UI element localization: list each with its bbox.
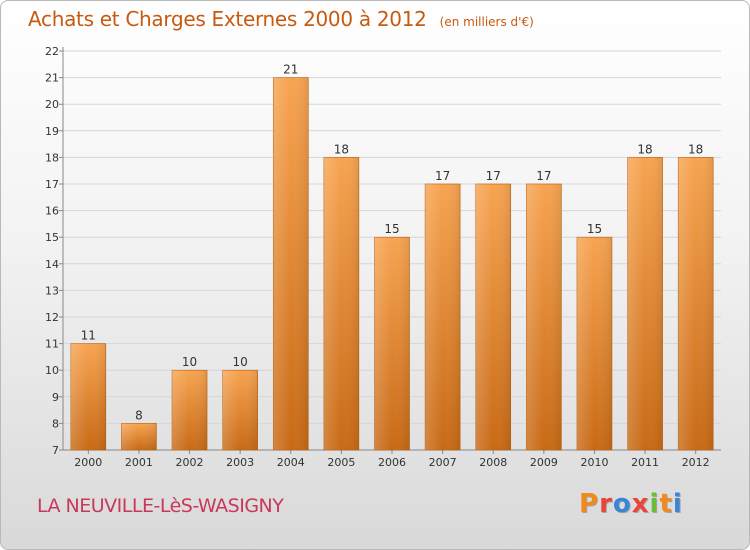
bar-shine-2002 [172,370,208,450]
bar-shine-2003 [222,370,258,450]
x-tick-label-2011: 2011 [631,456,659,469]
x-tick-label-2008: 2008 [479,456,507,469]
y-tick-label: 13 [45,284,59,297]
label-layer: 11 8 10 10 21 18 15 17 17 17 15 18 18 [81,63,704,423]
y-tick-label: 19 [45,125,59,138]
data-label-2006: 15 [384,222,399,236]
bar-shine-2001 [121,423,157,450]
logo-letter: t [659,489,673,519]
chart-subtitle: (en milliers d'€) [439,15,534,29]
logo-letter: i [672,489,683,519]
bar-shine-2009 [526,184,562,450]
bar-shine-2011 [627,157,663,450]
y-tick-label: 9 [52,391,59,404]
logo-letter: i [649,489,660,519]
x-tick-label-2005: 2005 [327,456,355,469]
data-label-2004: 21 [283,63,298,77]
y-tick-label: 10 [45,364,59,377]
bar-shine-2000 [70,343,106,450]
proxiti-logo: Proxiti [579,489,683,519]
y-tick-label: 8 [52,417,59,430]
x-tick-label-2012: 2012 [682,456,710,469]
data-label-2011: 18 [637,142,652,156]
x-tick-label-2002: 2002 [176,456,204,469]
bar-shine-2008 [475,184,511,450]
data-label-2000: 11 [81,329,96,343]
y-tick-label: 11 [45,338,59,351]
x-tick-label-2009: 2009 [530,456,558,469]
y-tick-label: 15 [45,231,59,244]
x-tick-label-2003: 2003 [226,456,254,469]
y-tick-label: 18 [45,151,59,164]
data-label-2003: 10 [233,355,248,369]
data-label-2012: 18 [688,142,703,156]
y-tick-label: 21 [45,72,59,85]
x-tick-label-2007: 2007 [429,456,457,469]
y-tick-label: 20 [45,98,59,111]
logo-letter: P [579,489,600,519]
title-line: Achats et Charges Externes 2000 à 2012 (… [28,7,534,31]
x-tick-label-2010: 2010 [580,456,608,469]
logo-letter: r [599,489,613,519]
y-tick-label: 22 [45,45,59,58]
data-label-2001: 8 [135,408,143,422]
x-tick-label-2006: 2006 [378,456,406,469]
y-tick-label: 16 [45,205,59,218]
logo-letter: o [612,489,632,519]
bar-shine-2007 [425,184,461,450]
y-tick-label: 12 [45,311,59,324]
data-label-2009: 17 [536,169,551,183]
data-label-2008: 17 [486,169,501,183]
y-tick-label: 17 [45,178,59,191]
bar-shine-2010 [576,237,612,450]
chart-title: Achats et Charges Externes 2000 à 2012 [28,7,427,31]
bar-shine-2006 [374,237,410,450]
y-tick-label: 7 [52,444,59,457]
location-name: LA NEUVILLE-LèS-WASIGNY [37,495,284,517]
x-tick-label-2000: 2000 [74,456,102,469]
data-label-2005: 18 [334,142,349,156]
x-tick-label-2004: 2004 [277,456,305,469]
data-label-2002: 10 [182,355,197,369]
bar-shine-2004 [273,77,309,450]
data-label-2007: 17 [435,169,450,183]
y-tick-label: 14 [45,258,59,271]
bar-shine-2005 [323,157,359,450]
x-tick-label-2001: 2001 [125,456,153,469]
logo-letter: x [631,489,650,519]
bar-layer [70,77,714,451]
data-label-2010: 15 [587,222,602,236]
bar-shine-2012 [678,157,714,450]
